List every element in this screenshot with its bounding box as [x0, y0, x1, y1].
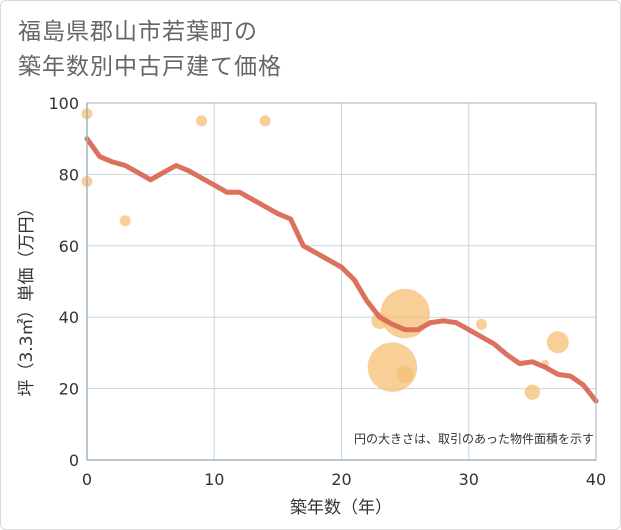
y-tick-label: 20 [59, 380, 79, 399]
average-price-line [84, 136, 599, 404]
y-tick-label: 40 [59, 308, 79, 327]
chart-title-line-2: 築年数別中古戸建て価格 [18, 54, 282, 80]
x-tick-label: 30 [459, 470, 479, 489]
average-line-layer [84, 136, 599, 404]
size-annotation: 円の大きさは、取引のあった物件面積を示す [354, 431, 594, 446]
scatter-point [475, 318, 487, 330]
x-tick-label: 10 [204, 470, 224, 489]
y-tick-label: 100 [48, 94, 79, 113]
scatter-point [396, 365, 414, 384]
scatter-point [259, 115, 271, 127]
x-tick-label: 40 [586, 470, 606, 489]
y-tick-label: 60 [59, 237, 79, 256]
scatter-bubbles [81, 108, 569, 400]
y-axis-label: 坪（3.3㎡）単価（万円） [17, 199, 37, 396]
scatter-point [524, 384, 541, 400]
chart-title: 福島県郡山市若葉町の 築年数別中古戸建て価格 [18, 15, 282, 85]
scatter-point [119, 215, 131, 227]
x-tick-label: 20 [331, 470, 351, 489]
scatter-point [196, 115, 208, 127]
chart-title-line-1: 福島県郡山市若葉町の [18, 19, 258, 45]
y-tick-label: 0 [69, 451, 79, 470]
y-tick-label: 80 [59, 165, 79, 184]
x-tick-label: 0 [82, 470, 92, 489]
scatter-point [546, 331, 569, 354]
x-axis-label: 築年数（年） [290, 498, 392, 518]
grid-lines [86, 102, 597, 461]
axes: 0 20 40 60 80 100 0 10 20 30 40 [48, 94, 606, 489]
